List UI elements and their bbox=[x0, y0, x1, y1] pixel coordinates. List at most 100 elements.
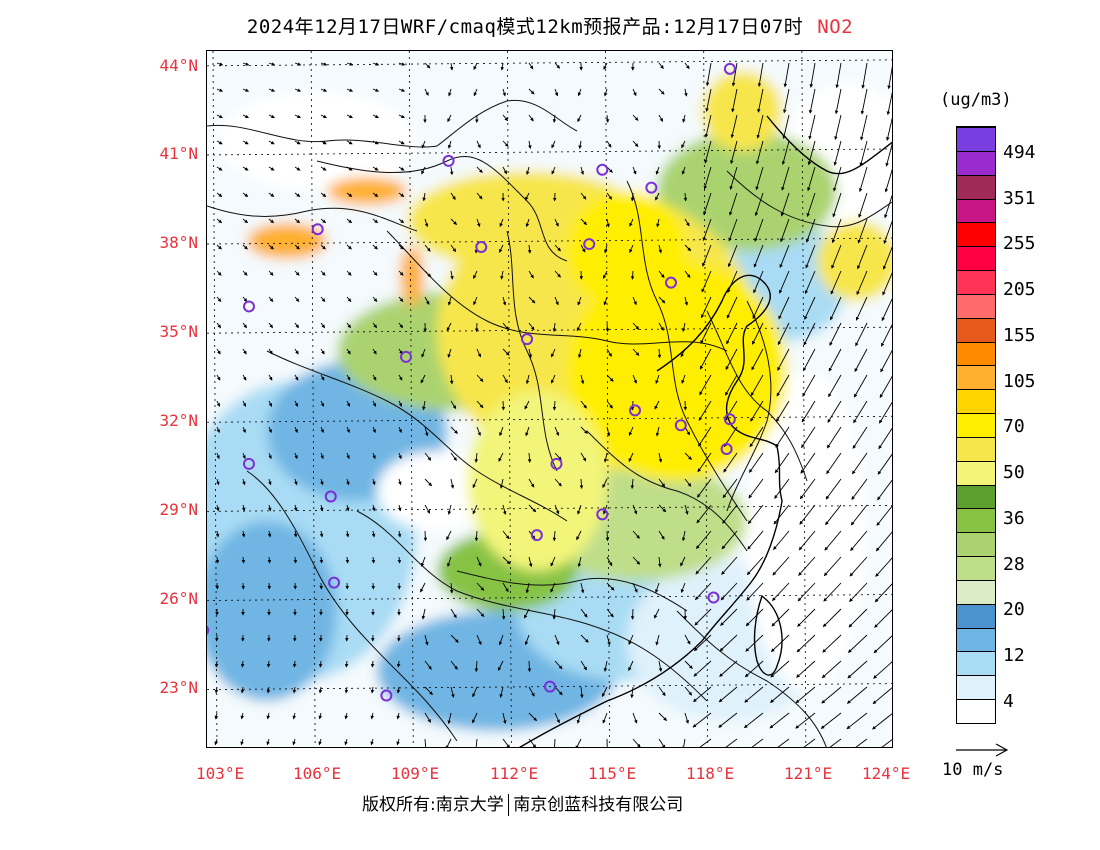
footer-separator bbox=[507, 794, 510, 816]
wind-vector bbox=[578, 140, 582, 149]
legend-label: 155 bbox=[1003, 325, 1036, 346]
wind-vector bbox=[684, 244, 692, 252]
wind-vector bbox=[372, 218, 379, 224]
wind-vector bbox=[554, 426, 560, 436]
wind-vector bbox=[774, 478, 790, 499]
colorbar-swatch bbox=[957, 198, 995, 223]
colorbar-swatch bbox=[957, 365, 995, 390]
wind-vector bbox=[822, 634, 842, 653]
wind-vector bbox=[630, 192, 635, 202]
colorbar-swatch bbox=[957, 317, 995, 342]
wind-vector bbox=[655, 582, 660, 594]
wind-vector bbox=[216, 270, 222, 276]
wind-vector bbox=[826, 426, 842, 449]
wind-vector bbox=[632, 556, 641, 565]
wind-vector bbox=[873, 661, 892, 679]
vector-key-label: 10 m/s bbox=[942, 760, 1004, 780]
legend-label: 20 bbox=[1003, 599, 1025, 620]
city-marker bbox=[629, 404, 642, 417]
wind-vector bbox=[872, 687, 892, 705]
wind-vector bbox=[632, 140, 639, 148]
wind-vector bbox=[771, 582, 790, 602]
wind-vector bbox=[856, 270, 868, 296]
wind-vector bbox=[770, 634, 790, 653]
wind-vector bbox=[554, 244, 561, 252]
wind-vector bbox=[216, 374, 221, 381]
city-marker bbox=[242, 457, 255, 470]
boundary-lines bbox=[207, 99, 892, 747]
legend-label: 494 bbox=[1003, 142, 1036, 163]
wind-vector bbox=[802, 374, 816, 397]
wind-vector bbox=[874, 583, 892, 603]
wind-vector bbox=[524, 634, 530, 646]
wind-vector bbox=[472, 686, 478, 698]
wind-vector bbox=[825, 504, 842, 526]
wind-vector bbox=[756, 114, 764, 139]
wind-vector bbox=[550, 374, 556, 384]
wind-vector bbox=[580, 660, 587, 671]
wind-vector bbox=[632, 738, 641, 747]
wind-vector bbox=[727, 244, 738, 268]
legend-unit: (ug/m3) bbox=[940, 90, 1012, 110]
wind-vector bbox=[719, 660, 738, 677]
wind-vector bbox=[681, 374, 686, 384]
wind-vector bbox=[628, 660, 634, 672]
wind-vector bbox=[804, 270, 816, 295]
wind-vector bbox=[216, 114, 223, 119]
wind-vector bbox=[372, 478, 376, 486]
wind-vector bbox=[216, 192, 223, 197]
colorbar-swatch bbox=[957, 699, 995, 723]
wind-vector bbox=[476, 218, 481, 228]
wind-vector bbox=[292, 660, 297, 668]
wind-vector bbox=[396, 660, 401, 668]
wind-vector bbox=[800, 452, 816, 474]
legend-label: 50 bbox=[1003, 462, 1025, 483]
colorbar bbox=[956, 126, 996, 724]
wind-vector bbox=[527, 452, 532, 463]
lat-label-35: 35°N bbox=[159, 322, 198, 341]
wind-vector bbox=[825, 478, 842, 500]
wind-vector bbox=[822, 608, 842, 628]
wind-vector bbox=[242, 400, 247, 407]
wind-vector bbox=[476, 166, 483, 174]
wind-vector bbox=[320, 426, 324, 434]
wind-vector bbox=[528, 62, 534, 70]
wind-vector bbox=[294, 478, 298, 486]
wind-vector bbox=[605, 114, 610, 123]
wind-vector bbox=[830, 296, 842, 321]
copyright-company: 南京创蓝科技有限公司 bbox=[513, 795, 684, 815]
wind-vector bbox=[320, 348, 325, 355]
wind-vector bbox=[242, 192, 249, 197]
wind-vector bbox=[424, 686, 433, 696]
wind-vector bbox=[873, 635, 892, 654]
wind-vector bbox=[632, 374, 637, 384]
wind-vector bbox=[242, 452, 246, 460]
wind-vector bbox=[654, 400, 660, 410]
wind-vector bbox=[502, 556, 511, 565]
wind-vector bbox=[525, 192, 530, 201]
wind-vector bbox=[692, 712, 712, 728]
wind-vector bbox=[628, 426, 634, 436]
wind-vector bbox=[684, 218, 690, 227]
wind-vector bbox=[344, 660, 349, 668]
wind-vector bbox=[242, 478, 246, 486]
wind-vector bbox=[655, 426, 660, 437]
wind-vector bbox=[476, 556, 482, 567]
wind-vector bbox=[500, 270, 504, 280]
wind-vector bbox=[346, 166, 353, 171]
wind-vector bbox=[684, 660, 693, 669]
wind-vector bbox=[267, 504, 272, 512]
wind-vector bbox=[450, 270, 454, 280]
wind-vector bbox=[554, 218, 559, 227]
graticule-parallel bbox=[207, 59, 892, 67]
wind-vector bbox=[580, 218, 588, 226]
wind-vector bbox=[372, 270, 378, 276]
wind-vector bbox=[318, 738, 322, 746]
wind-vector bbox=[447, 348, 452, 358]
title-species: NO2 bbox=[817, 16, 854, 38]
wind-vector bbox=[824, 530, 842, 551]
wind-vector bbox=[696, 504, 712, 524]
wind-vector bbox=[684, 452, 692, 461]
wind-vector bbox=[215, 556, 220, 564]
wind-vector bbox=[628, 452, 634, 463]
